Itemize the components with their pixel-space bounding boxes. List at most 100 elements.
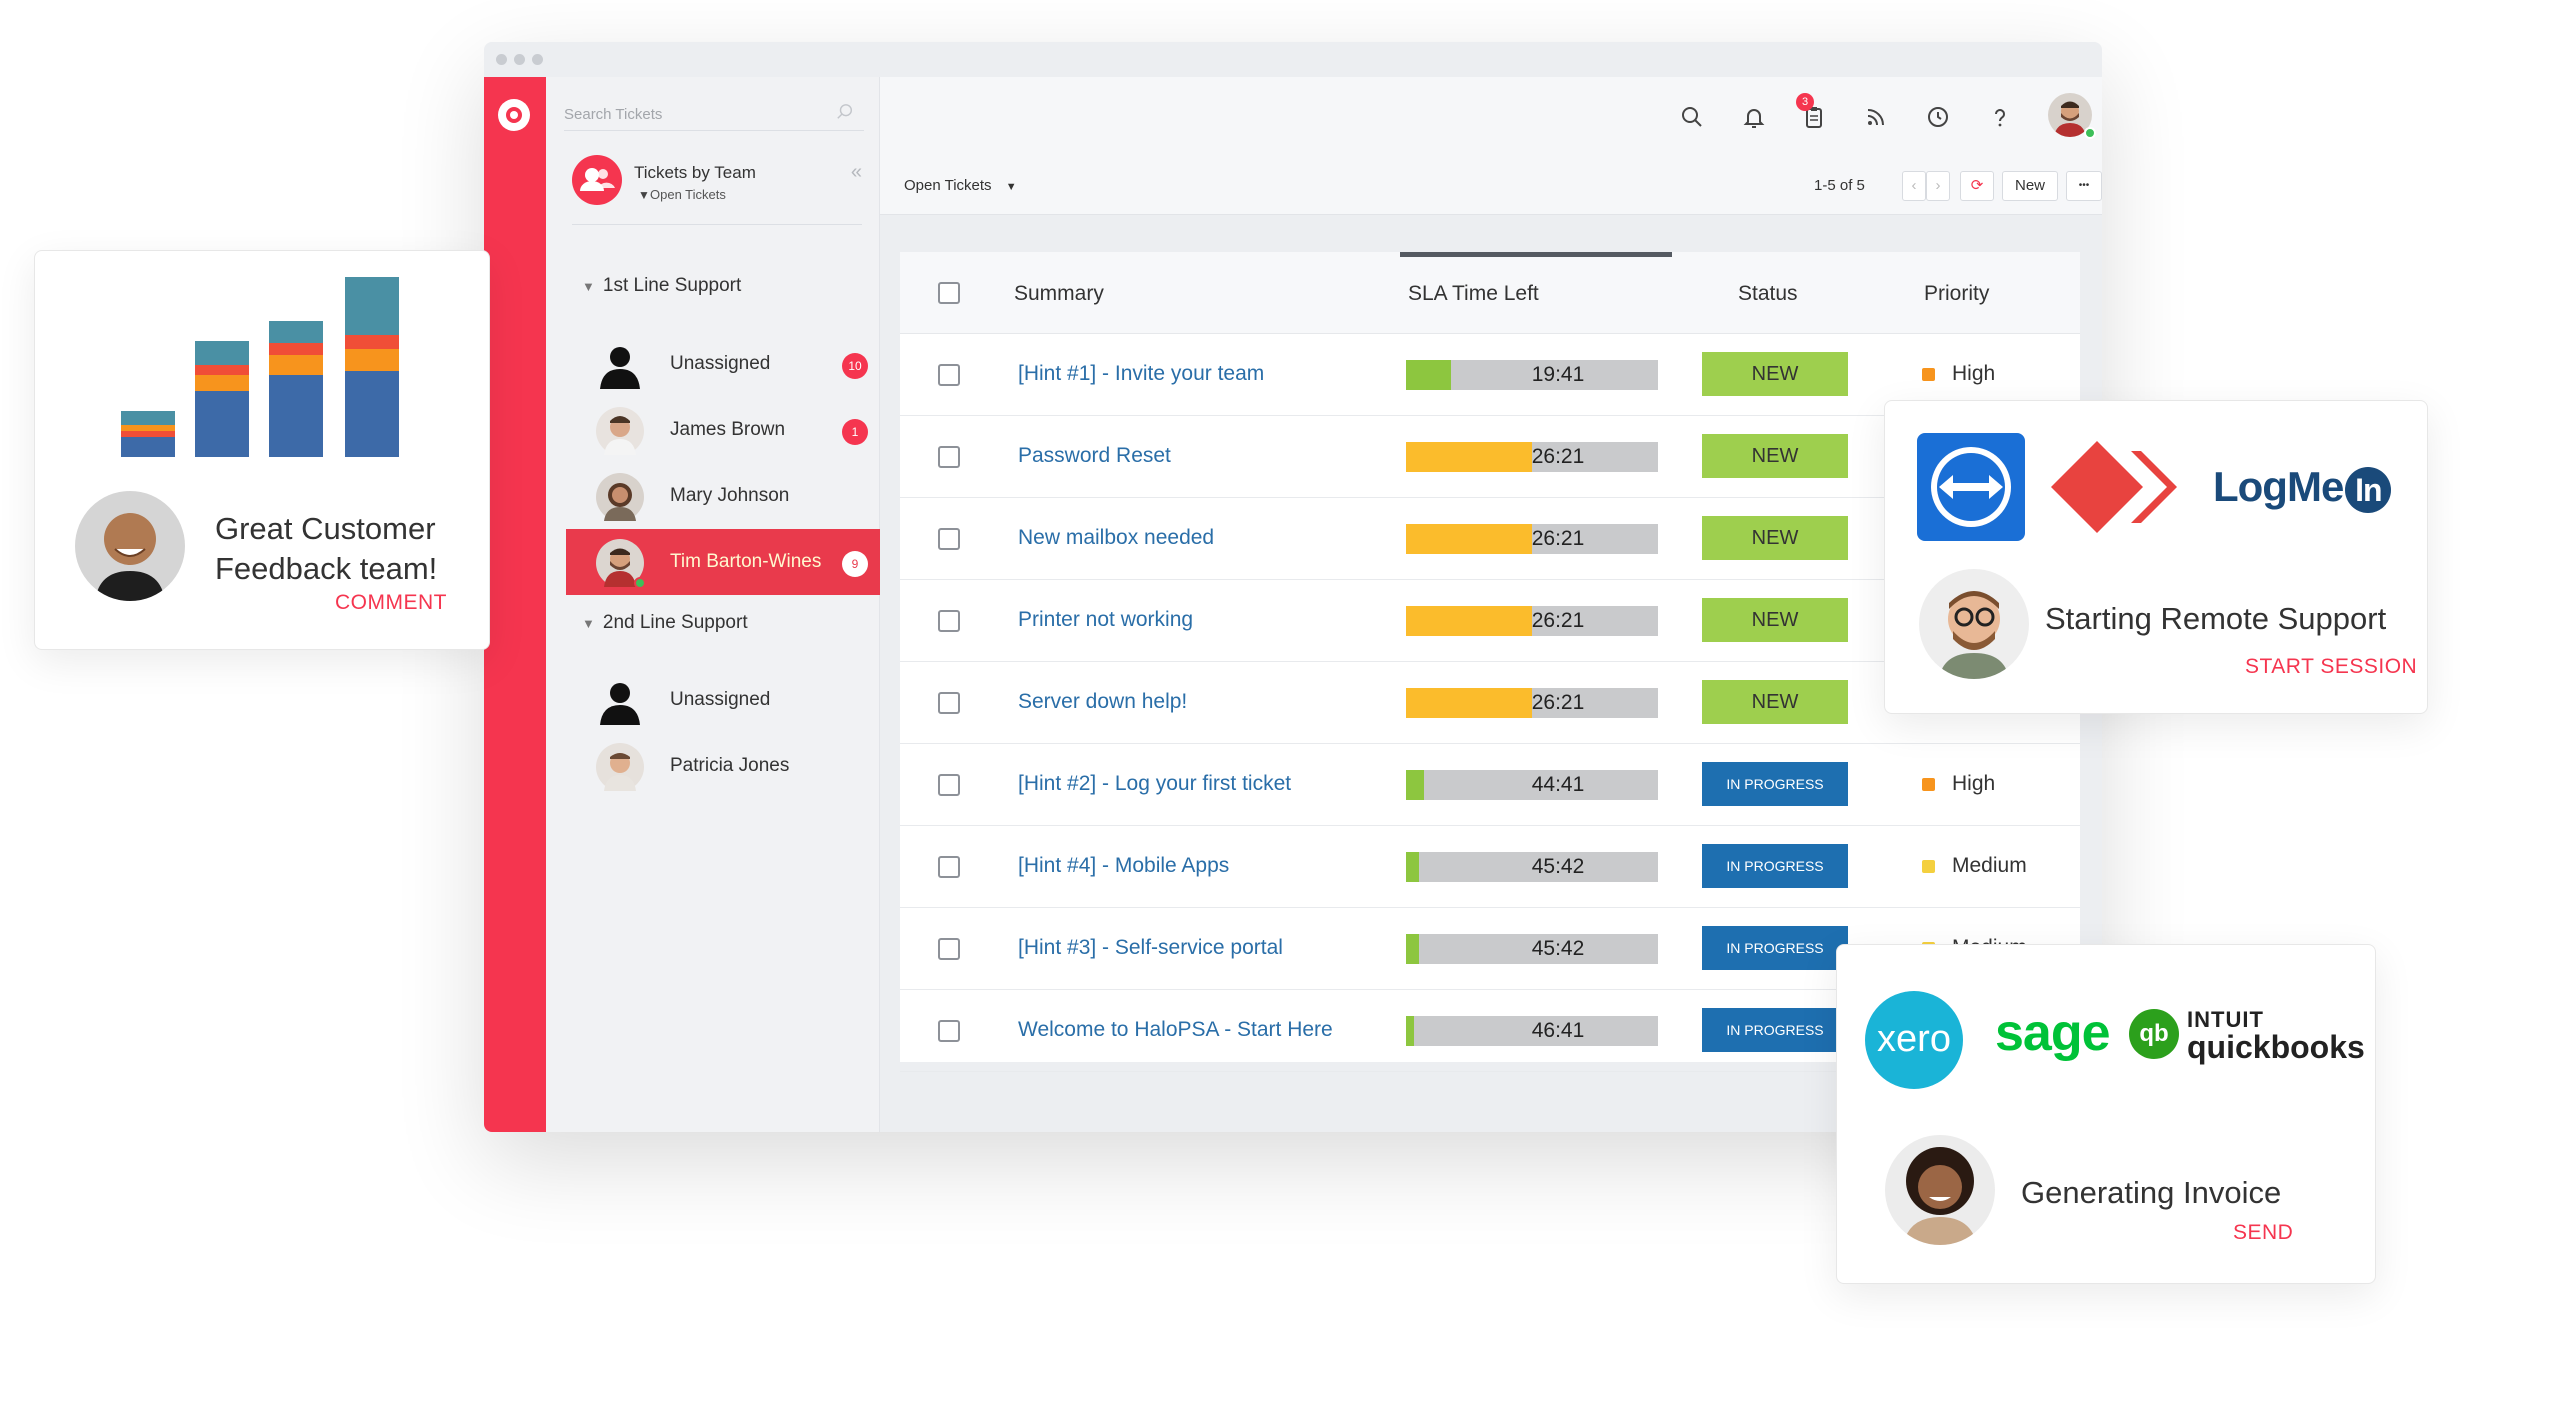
sla-time-left: 26:21 [1531,445,1585,468]
clipboard-icon[interactable] [1802,105,1826,129]
chart-bar [345,349,399,371]
select-all-checkbox[interactable] [938,282,960,304]
sla-progress-bar: 26:21 [1406,442,1658,472]
ticket-summary-link[interactable]: [Hint #3] - Self-service portal [1018,936,1283,959]
ticket-summary-link[interactable]: Password Reset [1018,444,1171,467]
column-priority[interactable]: Priority [1924,282,1990,305]
agent-unassigned-2nd[interactable]: Unassigned [566,667,880,733]
paging-info: 1-5 of 5 [1814,177,1865,194]
ticket-summary-link[interactable]: Server down help! [1018,690,1188,713]
sla-progress-fill [1406,688,1532,718]
agent-name: Tim Barton-Wines [670,551,822,572]
row-checkbox[interactable] [938,446,960,468]
row-checkbox[interactable] [938,364,960,386]
chart-bar [195,375,249,391]
ticket-count-badge: 10 [842,353,868,379]
chart-bar [269,355,323,375]
group-2nd-line[interactable]: ▼ 2nd Line Support [582,612,748,634]
expand-triangle-icon: ▼ [582,616,595,631]
chart-bar [269,375,323,457]
comment-link[interactable]: COMMENT [335,591,447,614]
remote-support-message: Starting Remote Support [2045,601,2387,636]
logmein-logo-text: LogMe [2213,463,2344,510]
ticket-summary-link[interactable]: Printer not working [1018,608,1194,631]
ticket-table: Summary SLA Time Left Status Priority [H… [900,252,2080,1072]
chart-bar [121,431,175,437]
group-1st-line[interactable]: ▼ 1st Line Support [582,275,741,297]
feedback-message: Great Customer Feedback team! [215,511,438,586]
prev-page-button[interactable]: ‹ [1902,171,1926,201]
sla-time-left: 26:21 [1531,691,1585,714]
table-row[interactable]: [Hint #2] - Log your first ticket 44:41 IN… [900,744,2080,826]
row-checkbox[interactable] [938,528,960,550]
rss-icon[interactable] [1864,105,1888,129]
ticket-summary-link[interactable]: [Hint #2] - Log your first ticket [1018,772,1292,795]
ticket-summary-link[interactable]: [Hint #4] - Mobile Apps [1018,854,1230,877]
ticket-summary-link[interactable]: New mailbox needed [1018,526,1215,549]
teamviewer-logo [1917,433,2025,541]
customer-avatar [75,491,185,601]
sla-progress-fill [1406,442,1532,472]
ticket-summary-link[interactable]: Welcome to HaloPSA - Start Here [1018,1018,1333,1041]
column-status[interactable]: Status [1738,282,1798,305]
table-row[interactable]: Welcome to HaloPSA - Start Here 46:41 IN P… [900,990,2080,1072]
search-icon[interactable] [836,103,854,121]
refresh-icon[interactable]: ⟳ [1960,171,1994,201]
sidebar: Tickets by Team ▼ Open Tickets « ▼ 1st Li… [546,77,880,1132]
group-label: 2nd Line Support [602,612,748,633]
sla-progress-fill [1406,934,1419,964]
chart-bar [195,365,249,375]
row-checkbox[interactable] [938,1020,960,1042]
table-row[interactable]: Server down help! 26:21 NEW [900,662,2080,744]
agent-name: James Brown [670,419,786,440]
send-link[interactable]: SEND [2233,1221,2294,1244]
agent-patricia-jones[interactable]: Patricia Jones [566,733,880,799]
window-minimize-dot[interactable] [514,54,525,65]
agent-unassigned-1st[interactable]: Unassigned 10 [566,331,880,397]
more-options-button[interactable]: ••• [2066,171,2102,201]
next-page-button[interactable]: › [1926,171,1950,201]
silhouette-avatar [596,677,644,725]
xero-logo: xero [1865,991,1963,1089]
table-row[interactable]: New mailbox needed 26:21 NEW [900,498,2080,580]
window-zoom-dot[interactable] [532,54,543,65]
bell-icon[interactable] [1742,105,1766,129]
sla-time-left: 45:42 [1531,937,1585,960]
agent-james-brown[interactable]: James Brown 1 [566,397,880,463]
table-row[interactable]: [Hint #4] - Mobile Apps 45:42 IN PROGRESS M… [900,826,2080,908]
table-row[interactable]: Password Reset 26:21 NEW [900,416,2080,498]
agent-tim-barton-wines[interactable]: Tim Barton-Wines 9 [566,529,880,595]
expand-triangle-icon: ▼ [582,279,595,294]
new-ticket-button[interactable]: New [2002,171,2058,201]
help-icon[interactable] [1988,105,2012,129]
row-checkbox[interactable] [938,938,960,960]
view-selector[interactable]: Open Tickets ▼ [904,177,1017,194]
window-close-dot[interactable] [496,54,507,65]
row-checkbox[interactable] [938,692,960,714]
team-header[interactable]: Tickets by Team ▼ Open Tickets « [572,155,862,225]
row-checkbox[interactable] [938,856,960,878]
sla-progress-fill [1406,524,1532,554]
row-checkbox[interactable] [938,774,960,796]
collapse-sidebar-icon[interactable]: « [850,161,862,183]
ticket-summary-link[interactable]: [Hint #1] - Invite your team [1018,362,1265,385]
column-summary[interactable]: Summary [1014,282,1104,305]
row-checkbox[interactable] [938,610,960,632]
chart-bar [269,343,323,355]
team-icon [572,155,622,205]
column-sla[interactable]: SLA Time Left [1408,282,1539,305]
table-row[interactable]: [Hint #1] - Invite your team 19:41 NEW High [900,334,2080,416]
priority-label: High [1952,362,1996,385]
avatar [596,473,644,521]
search-input[interactable] [564,103,824,125]
start-session-link[interactable]: START SESSION [2245,655,2418,678]
halo-logo[interactable] [498,99,530,131]
agent-mary-johnson[interactable]: Mary Johnson [566,463,880,529]
logmein-logo-in: In [2345,466,2392,513]
invoice-message: Generating Invoice [2021,1175,2282,1210]
sla-progress-bar: 46:41 [1406,1016,1658,1046]
avatar [596,407,644,455]
clock-icon[interactable] [1926,105,1950,129]
table-row[interactable]: Printer not working 26:21 NEW [900,580,2080,662]
search-icon[interactable] [1680,105,1704,129]
